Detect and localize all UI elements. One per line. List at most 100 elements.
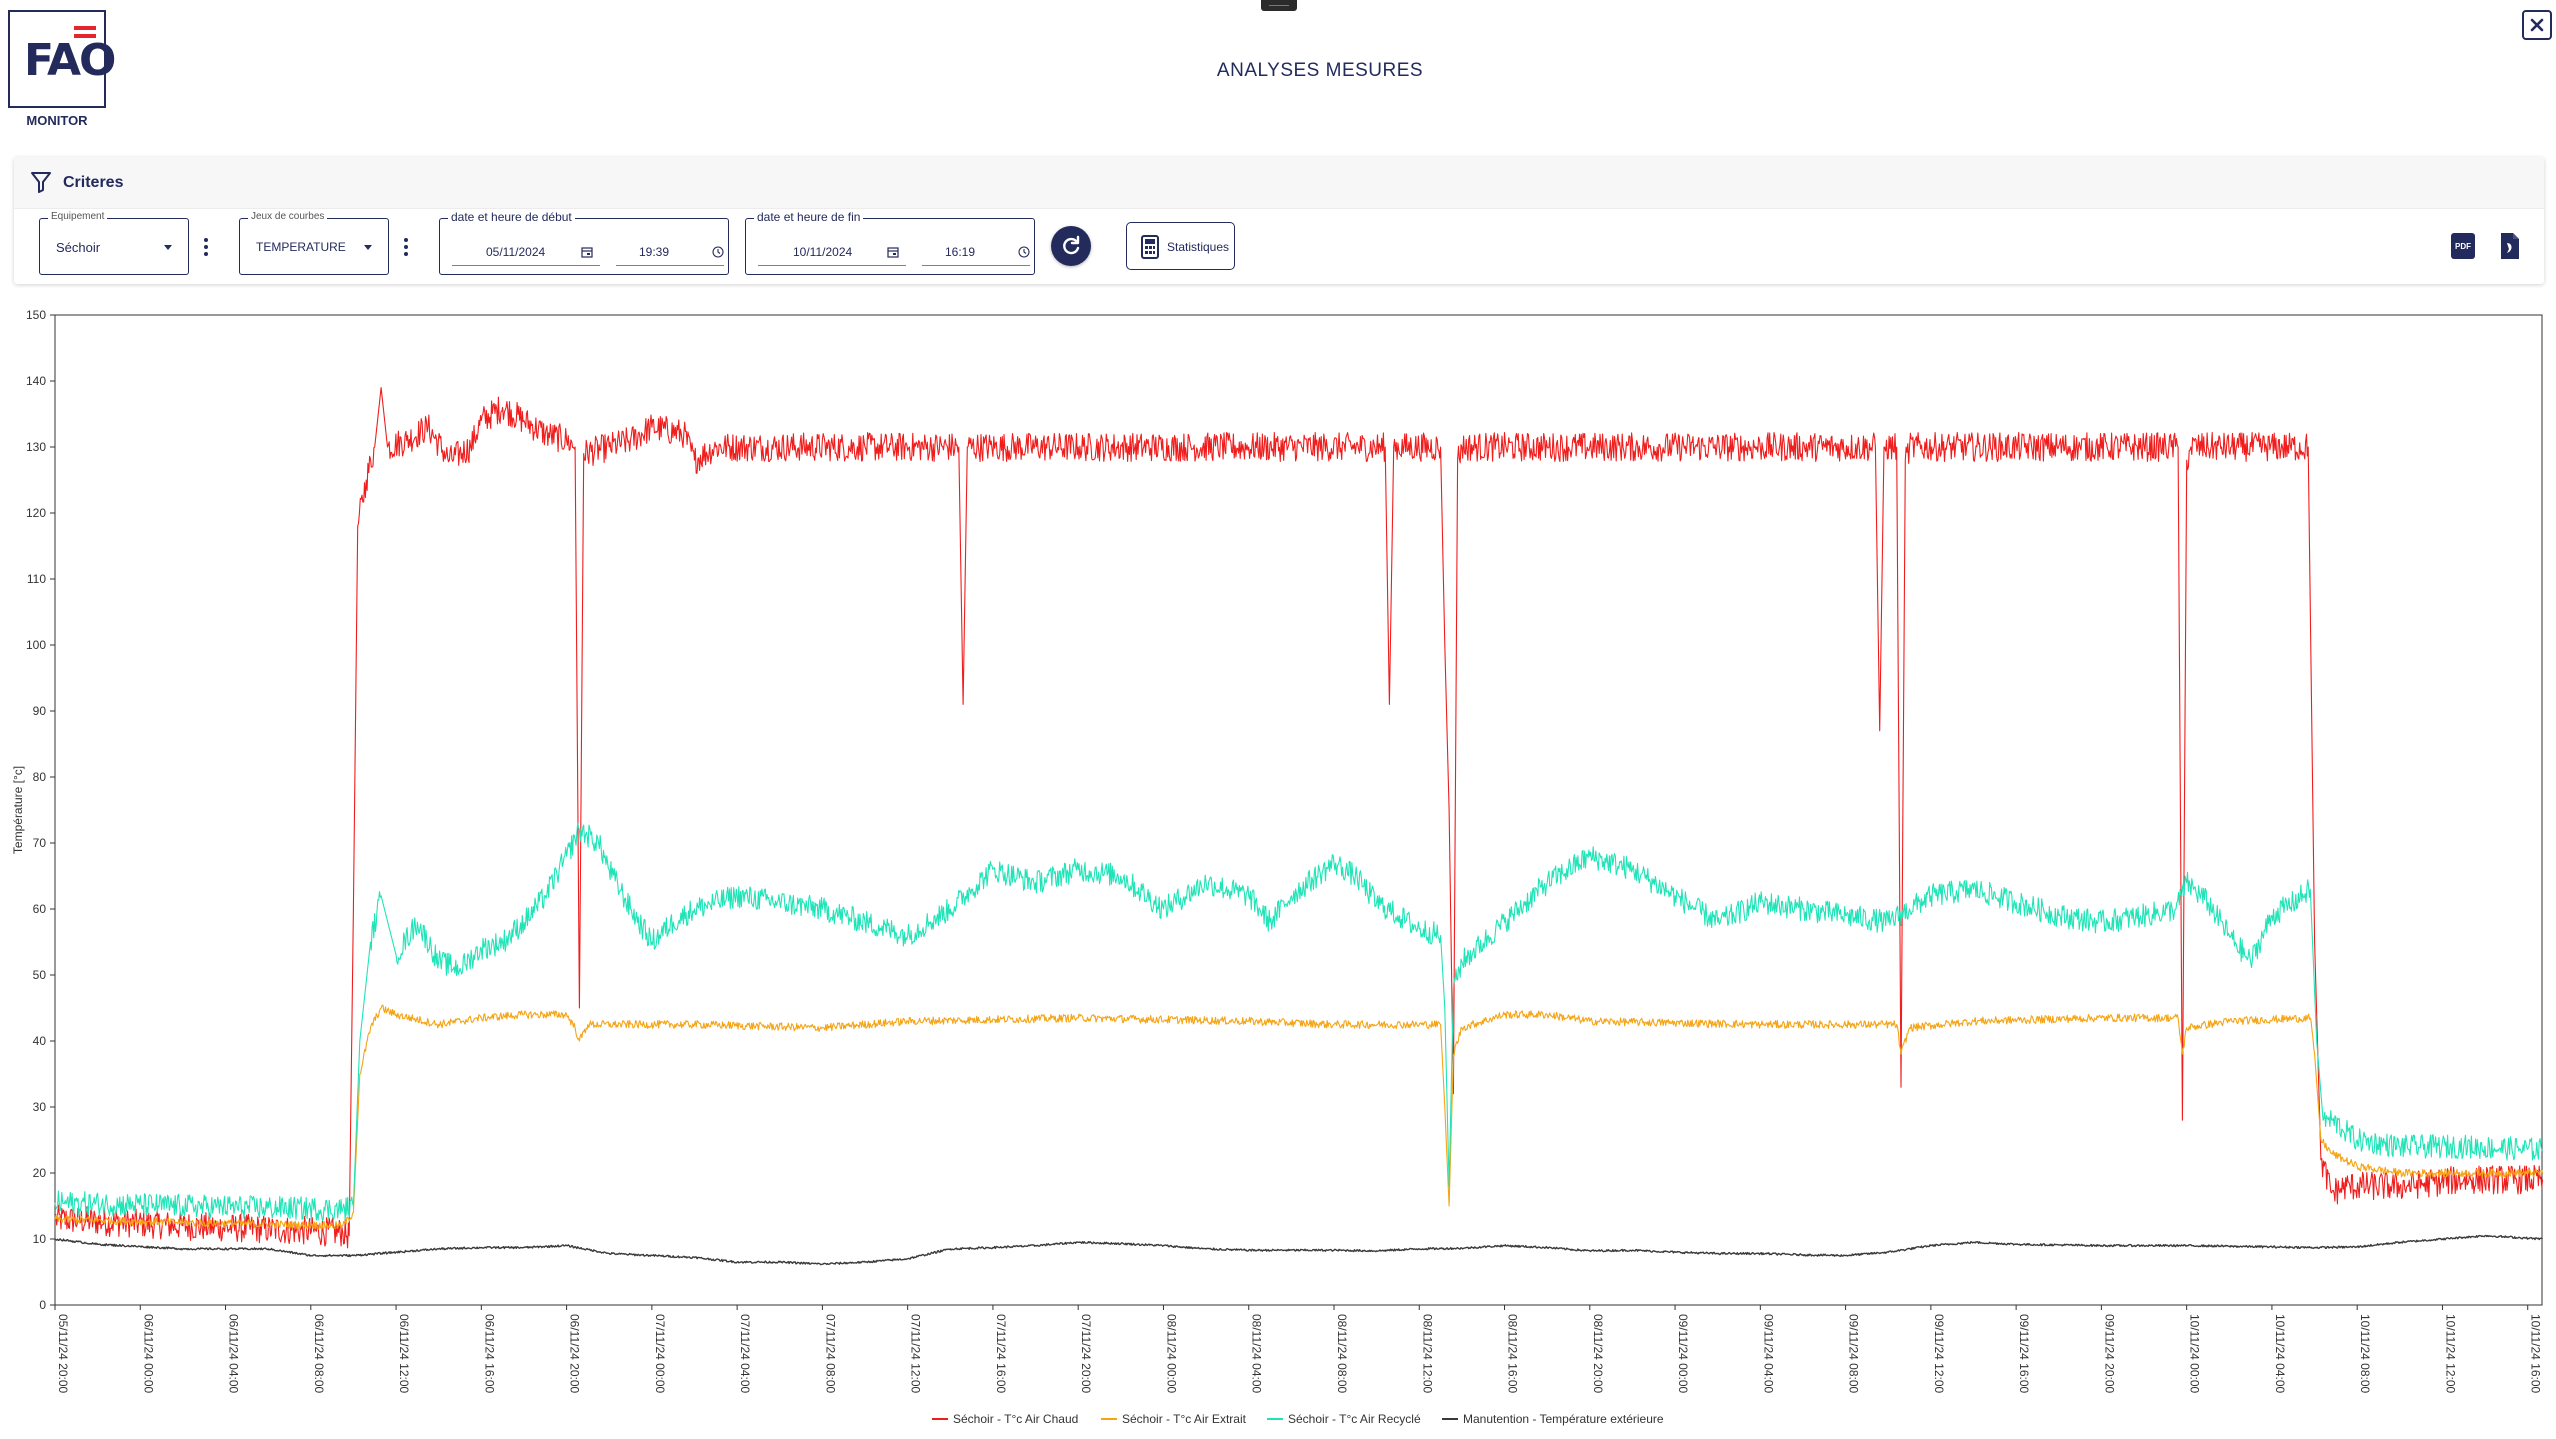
y-tick-label: 10	[33, 1232, 47, 1246]
calendar-icon[interactable]	[887, 246, 899, 258]
legend-label[interactable]: Manutention - Température extérieure	[1463, 1412, 1664, 1426]
curve-set-select[interactable]: Jeux de courbes TEMPERATURE	[239, 211, 389, 275]
x-tick-label: 09/11/24 20:00	[2102, 1314, 2116, 1394]
x-tick-label: 09/11/24 00:00	[1676, 1314, 1690, 1394]
calculator-icon	[1141, 235, 1159, 259]
close-button[interactable]	[2522, 10, 2552, 40]
series-line-3[interactable]	[54, 822, 2543, 1221]
statistics-button[interactable]: Statistiques	[1126, 222, 1235, 270]
clock-icon[interactable]	[1018, 246, 1030, 258]
pdf-icon: PDF	[2455, 241, 2471, 251]
y-tick-label: 70	[33, 836, 47, 850]
equipment-value: Séchoir	[56, 240, 101, 255]
document-icon	[2501, 233, 2519, 259]
x-tick-label: 08/11/24 00:00	[1164, 1314, 1178, 1394]
x-tick-label: 06/11/24 20:00	[568, 1314, 582, 1394]
export-document-button[interactable]	[2499, 232, 2521, 265]
x-tick-label: 09/11/24 16:00	[2017, 1314, 2031, 1394]
series-line-4[interactable]	[54, 1234, 2544, 1266]
x-tick-label: 09/11/24 04:00	[1761, 1314, 1775, 1394]
y-tick-label: 150	[26, 308, 46, 322]
close-icon	[2530, 18, 2544, 32]
start-datetime-label: date et heure de début	[448, 210, 575, 224]
equipment-label: Equipement	[48, 211, 108, 222]
x-tick-label: 06/11/24 12:00	[397, 1314, 411, 1394]
series-line-1[interactable]	[54, 387, 2544, 1249]
x-tick-label: 09/11/24 08:00	[1847, 1314, 1861, 1394]
y-tick-label: 130	[26, 440, 46, 454]
x-tick-label: 07/11/24 04:00	[738, 1314, 752, 1394]
equipment-select[interactable]: Equipement Séchoir	[39, 211, 189, 275]
logo-caption: MONITOR	[26, 113, 88, 128]
x-tick-label: 07/11/24 12:00	[909, 1314, 923, 1394]
y-tick-label: 0	[39, 1298, 46, 1312]
y-tick-label: 50	[33, 968, 47, 982]
end-date-underline	[758, 265, 906, 266]
legend-label[interactable]: Séchoir - T°c Air Recyclé	[1288, 1412, 1421, 1426]
x-tick-label: 08/11/24 16:00	[1506, 1314, 1520, 1394]
start-datetime-group: date et heure de début 05/11/2024 19:39	[439, 210, 729, 275]
start-date-input[interactable]: 05/11/2024	[486, 245, 546, 259]
calendar-icon[interactable]	[581, 246, 593, 258]
y-tick-label: 110	[27, 572, 46, 586]
chevron-down-icon	[364, 245, 372, 250]
y-tick-label: 120	[26, 506, 46, 520]
y-tick-label: 40	[33, 1034, 47, 1048]
legend-label[interactable]: Séchoir - T°c Air Extrait	[1122, 1412, 1247, 1426]
equipment-more-button[interactable]	[204, 238, 208, 259]
x-tick-label: 10/11/24 16:00	[2529, 1314, 2543, 1394]
x-tick-label: 10/11/24 00:00	[2188, 1314, 2202, 1394]
refresh-button[interactable]	[1051, 226, 1091, 266]
window-drag-handle[interactable]	[1261, 0, 1297, 11]
y-axis-title: Température [°c]	[11, 766, 25, 854]
temperature-chart[interactable]: 0 10 20 30 40 50 60 70 80 90 100 110 120 130 140 150 05…	[0, 298, 2556, 1439]
criteria-panel: Criteres	[14, 157, 2544, 284]
chevron-down-icon	[164, 245, 172, 250]
x-tick-label: 07/11/24 00:00	[653, 1314, 667, 1394]
page-title: ANALYSES MESURES	[1216, 60, 1424, 81]
end-datetime-label: date et heure de fin	[754, 210, 864, 224]
series-line-2[interactable]	[54, 1004, 2544, 1230]
x-tick-label: 10/11/24 08:00	[2358, 1314, 2372, 1394]
x-tick-label: 07/11/24 08:00	[823, 1314, 837, 1394]
y-tick-label: 100	[26, 638, 46, 652]
y-tick-label: 80	[33, 770, 47, 784]
statistics-label: Statistiques	[1167, 240, 1230, 254]
clock-icon[interactable]	[712, 246, 724, 258]
y-tick-label: 60	[33, 902, 47, 916]
export-pdf-button[interactable]: PDF	[2451, 233, 2475, 259]
curve-set-more-button[interactable]	[404, 238, 408, 259]
x-tick-label: 05/11/24 20:00	[56, 1314, 70, 1394]
legend-label[interactable]: Séchoir - T°c Air Chaud	[953, 1412, 1078, 1426]
curve-set-value: TEMPERATURE	[256, 240, 346, 254]
x-tick-label: 06/11/24 00:00	[141, 1314, 155, 1394]
criteria-title: Criteres	[63, 174, 124, 191]
x-tick-label: 10/11/24 12:00	[2443, 1314, 2457, 1394]
series-group	[54, 387, 2544, 1266]
y-axis: 0 10 20 30 40 50 60 70 80 90 100 110 120 130 140 150	[26, 308, 55, 1312]
start-time-input[interactable]: 19:39	[639, 245, 670, 259]
x-tick-label: 08/11/24 08:00	[1335, 1314, 1349, 1394]
criteria-header[interactable]: Criteres	[14, 157, 2544, 209]
end-date-input[interactable]: 10/11/2024	[793, 245, 853, 259]
x-tick-label: 08/11/24 12:00	[1420, 1314, 1434, 1394]
y-tick-label: 20	[33, 1166, 47, 1180]
start-date-underline	[452, 265, 600, 266]
logo-text: FAO	[24, 35, 116, 86]
app-logo: FAO	[8, 10, 116, 108]
x-tick-label: 08/11/24 20:00	[1591, 1314, 1605, 1394]
x-tick-label: 07/11/24 16:00	[994, 1314, 1008, 1394]
x-tick-label: 06/11/24 04:00	[227, 1314, 241, 1394]
start-time-underline	[616, 265, 724, 266]
curve-set-label: Jeux de courbes	[248, 211, 328, 222]
x-tick-label: 07/11/24 20:00	[1079, 1314, 1093, 1394]
x-tick-label: 06/11/24 16:00	[482, 1314, 496, 1394]
chart-legend: Séchoir - T°c Air Chaud Séchoir - T°c Air…	[932, 1412, 1664, 1426]
x-tick-label: 10/11/24 04:00	[2273, 1314, 2287, 1394]
end-time-input[interactable]: 16:19	[945, 245, 976, 259]
end-datetime-group: date et heure de fin 10/11/2024 16:19	[745, 210, 1035, 275]
y-tick-label: 90	[33, 704, 47, 718]
logo-bars	[74, 26, 96, 42]
filter-icon	[31, 172, 51, 193]
